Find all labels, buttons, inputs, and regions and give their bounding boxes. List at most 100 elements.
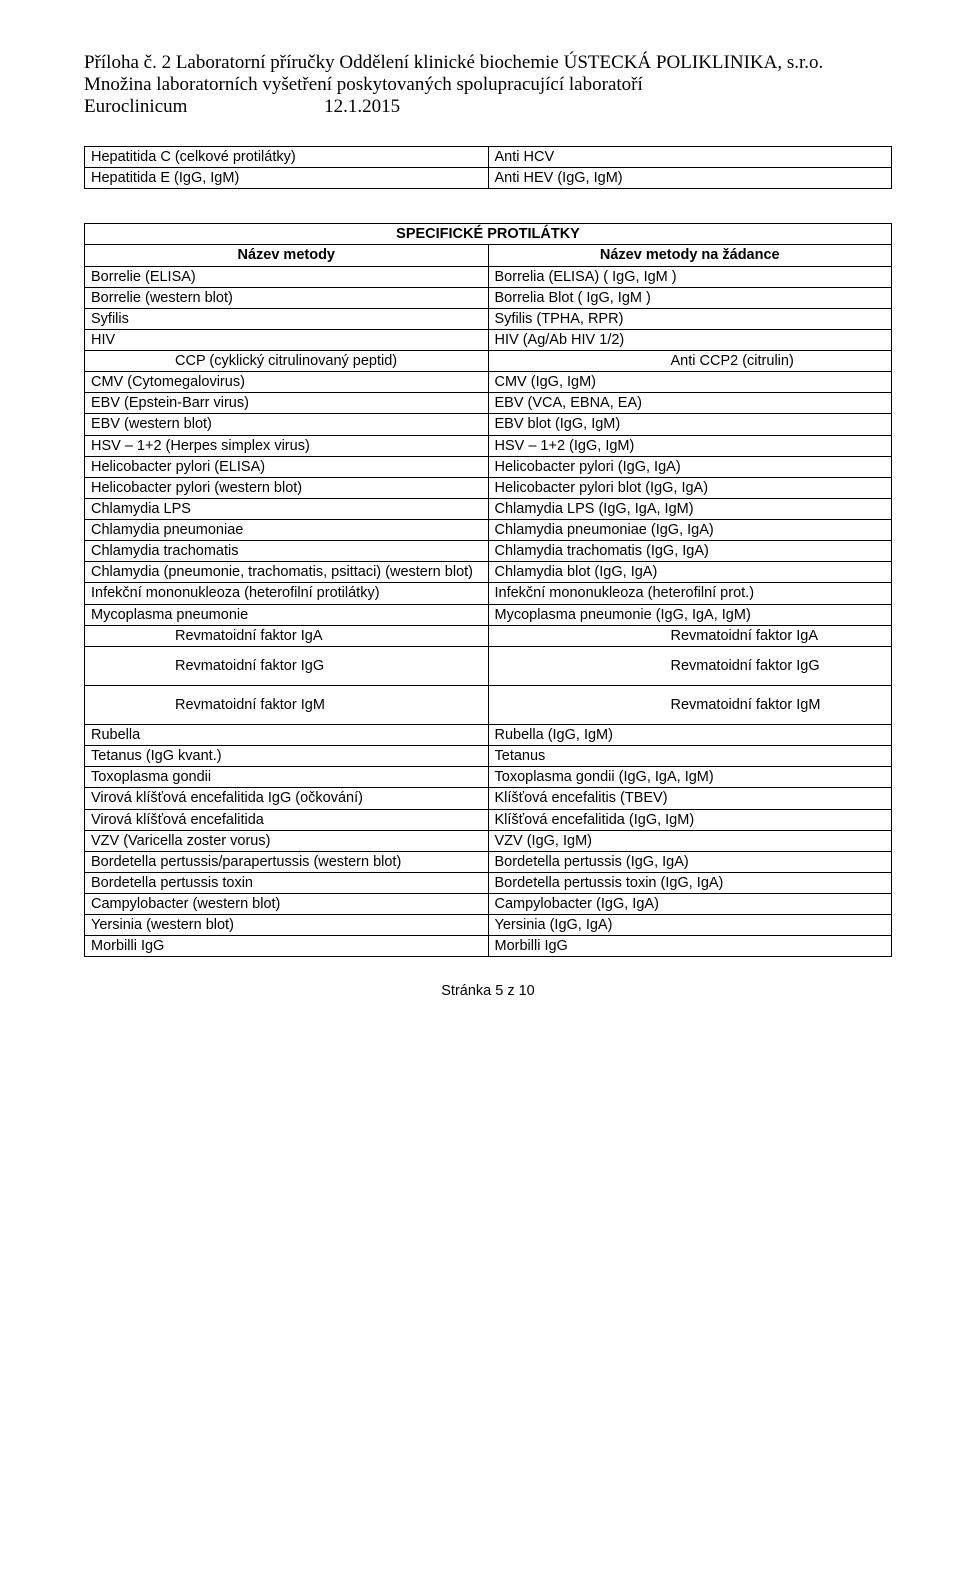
table-cell: Rubella xyxy=(85,725,489,746)
table-cell: Tetanus (IgG kvant.) xyxy=(85,746,489,767)
table-cell: Revmatoidní faktor IgG xyxy=(85,646,489,685)
header-date: 12.1.2015 xyxy=(324,96,400,118)
table-cell: Revmatoidní faktor IgA xyxy=(85,625,489,646)
column-header: Název metody xyxy=(85,245,489,266)
table-cell: VZV (IgG, IgM) xyxy=(488,830,892,851)
table-cell: Borrelia Blot ( IgG, IgM ) xyxy=(488,287,892,308)
table-cell: Infekční mononukleoza (heterofilní prot.… xyxy=(488,583,892,604)
table-row: Toxoplasma gondiiToxoplasma gondii (IgG,… xyxy=(85,767,892,788)
table-cell: VZV (Varicella zoster vorus) xyxy=(85,830,489,851)
table-row: CCP (cyklický citrulinovaný peptid)Anti … xyxy=(85,351,892,372)
table-row: Chlamydia pneumoniaeChlamydia pneumoniae… xyxy=(85,520,892,541)
table-row: Borrelie (ELISA)Borrelia (ELISA) ( IgG, … xyxy=(85,266,892,287)
table-cell: Helicobacter pylori (IgG, IgA) xyxy=(488,456,892,477)
table-cell: Bordetella pertussis toxin (IgG, IgA) xyxy=(488,872,892,893)
table-cell: Tetanus xyxy=(488,746,892,767)
table-header-row: Název metodyNázev metody na žádance xyxy=(85,245,892,266)
table-cell: Chlamydia pneumoniae xyxy=(85,520,489,541)
table-cell: CCP (cyklický citrulinovaný peptid) xyxy=(85,351,489,372)
table-cell: Syfilis xyxy=(85,308,489,329)
table-cell: Rubella (IgG, IgM) xyxy=(488,725,892,746)
table-cell: Bordetella pertussis toxin xyxy=(85,872,489,893)
table-cell: Bordetella pertussis/parapertussis (west… xyxy=(85,851,489,872)
table-cell: Borrelia (ELISA) ( IgG, IgM ) xyxy=(488,266,892,287)
table-cell: EBV blot (IgG, IgM) xyxy=(488,414,892,435)
table-row: Mycoplasma pneumonieMycoplasma pneumonie… xyxy=(85,604,892,625)
table-cell: Borrelie (ELISA) xyxy=(85,266,489,287)
table-cell: Virová klíšťová encefalitida IgG (očková… xyxy=(85,788,489,809)
table-cell: CMV (Cytomegalovirus) xyxy=(85,372,489,393)
table-cell: Toxoplasma gondii (IgG, IgA, IgM) xyxy=(488,767,892,788)
table-row: Revmatoidní faktor IgGRevmatoidní faktor… xyxy=(85,646,892,685)
specific-antibodies-table: SPECIFICKÉ PROTILÁTKYNázev metodyNázev m… xyxy=(84,223,892,957)
table-cell: Klíšťová encefalitis (TBEV) xyxy=(488,788,892,809)
page-footer: Stránka 5 z 10 xyxy=(84,983,892,999)
table-row: CMV (Cytomegalovirus)CMV (IgG, IgM) xyxy=(85,372,892,393)
table-cell: HSV – 1+2 (IgG, IgM) xyxy=(488,435,892,456)
table-cell: Morbilli IgG xyxy=(85,936,489,957)
table-cell: Chlamydia trachomatis (IgG, IgA) xyxy=(488,541,892,562)
table-cell: Anti CCP2 (citrulin) xyxy=(488,351,892,372)
table-cell: Chlamydia LPS xyxy=(85,498,489,519)
table-cell: Mycoplasma pneumonie (IgG, IgA, IgM) xyxy=(488,604,892,625)
table-cell: Campylobacter (IgG, IgA) xyxy=(488,894,892,915)
table-row: Tetanus (IgG kvant.)Tetanus xyxy=(85,746,892,767)
table-cell: Chlamydia trachomatis xyxy=(85,541,489,562)
table-row: Hepatitida C (celkové protilátky)Anti HC… xyxy=(85,147,892,168)
header-lab: Euroclinicum xyxy=(84,96,187,117)
table-cell: Hepatitida C (celkové protilátky) xyxy=(85,147,489,168)
table-cell: EBV (Epstein-Barr virus) xyxy=(85,393,489,414)
table-cell: Revmatoidní faktor IgM xyxy=(488,685,892,724)
column-header: Název metody na žádance xyxy=(488,245,892,266)
table-row: Helicobacter pylori (western blot)Helico… xyxy=(85,477,892,498)
table-cell: Infekční mononukleoza (heterofilní proti… xyxy=(85,583,489,604)
table-cell: Helicobacter pylori (ELISA) xyxy=(85,456,489,477)
table-row: Bordetella pertussis toxinBordetella per… xyxy=(85,872,892,893)
header-line-1: Příloha č. 2 Laboratorní příručky Odděle… xyxy=(84,52,892,74)
table-row: Chlamydia trachomatisChlamydia trachomat… xyxy=(85,541,892,562)
table-cell: Bordetella pertussis (IgG, IgA) xyxy=(488,851,892,872)
table-cell: Helicobacter pylori (western blot) xyxy=(85,477,489,498)
table-cell: Anti HEV (IgG, IgM) xyxy=(488,168,892,189)
table-cell: Campylobacter (western blot) xyxy=(85,894,489,915)
table-row: VZV (Varicella zoster vorus)VZV (IgG, Ig… xyxy=(85,830,892,851)
table-cell: Chlamydia LPS (IgG, IgA, IgM) xyxy=(488,498,892,519)
table-cell: Revmatoidní faktor IgA xyxy=(488,625,892,646)
table-cell: CMV (IgG, IgM) xyxy=(488,372,892,393)
table-row: Revmatoidní faktor IgARevmatoidní faktor… xyxy=(85,625,892,646)
table-cell: EBV (VCA, EBNA, EA) xyxy=(488,393,892,414)
table-cell: Toxoplasma gondii xyxy=(85,767,489,788)
table-cell: Chlamydia (pneumonie, trachomatis, psitt… xyxy=(85,562,489,583)
header-line-3: Euroclinicum 12.1.2015 xyxy=(84,96,892,118)
table-row: SyfilisSyfilis (TPHA, RPR) xyxy=(85,308,892,329)
header-line-2: Množina laboratorních vyšetření poskytov… xyxy=(84,74,892,96)
table-cell: EBV (western blot) xyxy=(85,414,489,435)
table-row: Campylobacter (western blot)Campylobacte… xyxy=(85,894,892,915)
table-cell: HIV (Ag/Ab HIV 1/2) xyxy=(488,329,892,350)
table-cell: Klíšťová encefalitida (IgG, IgM) xyxy=(488,809,892,830)
table-row: EBV (Epstein-Barr virus)EBV (VCA, EBNA, … xyxy=(85,393,892,414)
table-cell: Borrelie (western blot) xyxy=(85,287,489,308)
table-cell: Yersinia (IgG, IgA) xyxy=(488,915,892,936)
hepatitis-table: Hepatitida C (celkové protilátky)Anti HC… xyxy=(84,146,892,189)
table-row: Borrelie (western blot)Borrelia Blot ( I… xyxy=(85,287,892,308)
table-cell: Helicobacter pylori blot (IgG, IgA) xyxy=(488,477,892,498)
table-cell: Chlamydia blot (IgG, IgA) xyxy=(488,562,892,583)
table-cell: Morbilli IgG xyxy=(488,936,892,957)
table-row: Yersinia (western blot)Yersinia (IgG, Ig… xyxy=(85,915,892,936)
table-row: Virová klíšťová encefalitida IgG (očková… xyxy=(85,788,892,809)
table-row: Revmatoidní faktor IgMRevmatoidní faktor… xyxy=(85,685,892,724)
table-row: HSV – 1+2 (Herpes simplex virus)HSV – 1+… xyxy=(85,435,892,456)
table-cell: Revmatoidní faktor IgG xyxy=(488,646,892,685)
table-cell: Yersinia (western blot) xyxy=(85,915,489,936)
table-row: RubellaRubella (IgG, IgM) xyxy=(85,725,892,746)
page: Příloha č. 2 Laboratorní příručky Odděle… xyxy=(0,0,960,1039)
table-cell: Syfilis (TPHA, RPR) xyxy=(488,308,892,329)
table-row: Infekční mononukleoza (heterofilní proti… xyxy=(85,583,892,604)
table-row: Bordetella pertussis/parapertussis (west… xyxy=(85,851,892,872)
table-row: Morbilli IgGMorbilli IgG xyxy=(85,936,892,957)
table-cell: Revmatoidní faktor IgM xyxy=(85,685,489,724)
table-cell: Chlamydia pneumoniae (IgG, IgA) xyxy=(488,520,892,541)
table-cell: Mycoplasma pneumonie xyxy=(85,604,489,625)
section-title-row: SPECIFICKÉ PROTILÁTKY xyxy=(85,224,892,245)
